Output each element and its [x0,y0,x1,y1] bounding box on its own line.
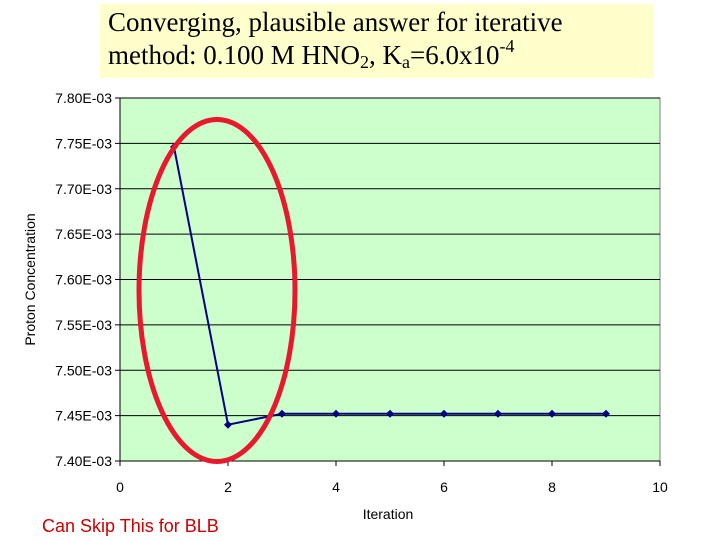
y-tick-label: 7.65E-03 [55,226,112,242]
x-tick-label: 2 [224,479,232,495]
x-axis-title: Iteration [363,506,414,522]
x-tick-label: 8 [548,479,556,495]
y-tick-label: 7.45E-03 [55,408,112,424]
y-tick-label: 7.50E-03 [55,362,112,378]
title-text-method: method: 0.100 M HNO [108,40,360,70]
x-tick-label: 10 [652,479,668,495]
y-axis-title: Proton Concentration [22,213,38,345]
data-point [602,409,610,418]
x-tick-label: 6 [440,479,448,495]
footnote: Can Skip This for BLB [42,516,219,536]
title-subscript-2: 2 [360,52,369,72]
x-tick-label: 4 [332,479,340,495]
y-tick-label: 7.60E-03 [55,272,112,288]
data-point [494,409,502,418]
title-text-value: =6.0x10 [410,40,500,70]
title-superscript-exponent: -4 [499,36,515,56]
data-point [278,409,286,418]
title-line-2: method: 0.100 M HNO2, Ka=6.0x10-4 [108,36,563,72]
data-point [224,420,232,429]
highlight-ellipse [136,117,298,464]
data-point [440,409,448,418]
title-box: Converging, plausible answer for iterati… [100,4,654,78]
title-line-1: Converging, plausible answer for iterati… [108,7,563,37]
title-subscript-a: a [402,52,410,72]
y-tick-label: 7.75E-03 [55,135,112,151]
data-point [386,409,394,418]
y-tick-label: 7.40E-03 [55,453,112,469]
data-point [332,409,340,418]
data-point [548,409,556,418]
slide-title: Converging, plausible answer for iterati… [108,6,563,72]
title-text-k: , K [369,40,402,70]
y-tick-label: 7.55E-03 [55,317,112,333]
y-tick-label: 7.70E-03 [55,181,112,197]
y-tick-label: 7.80E-03 [55,90,112,106]
x-tick-label: 0 [116,479,124,495]
